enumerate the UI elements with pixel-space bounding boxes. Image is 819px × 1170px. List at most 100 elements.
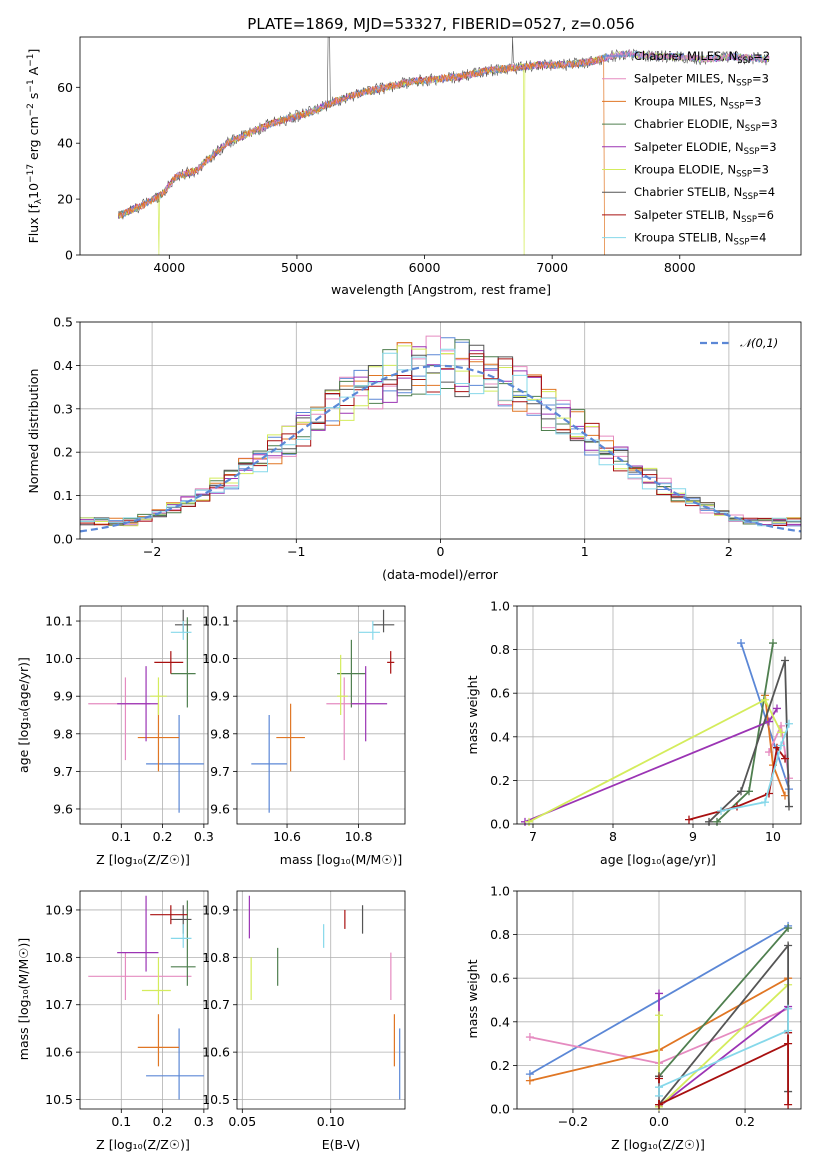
x-tick-label: 10.8: [345, 829, 373, 844]
x-tick-label: −1: [287, 544, 305, 559]
weight-marker-kroupa_elodie: [777, 728, 785, 737]
weight-marker-chabrier_elodie: [713, 817, 721, 826]
weight-marker-salpeter_stelib: [784, 1039, 793, 1048]
y-tick-label: 0.2: [490, 773, 510, 788]
legend-label-chabrier_stelib: Chabrier STELIB, NSSP=4: [634, 185, 775, 202]
axes-frame: [79, 321, 802, 540]
weight-marker-salpeter_stelib: [655, 1074, 663, 1083]
weight-marker-salpeter_elodie: [655, 989, 663, 998]
y-tick-label: 10.1: [202, 614, 230, 629]
axes-frame: [516, 605, 802, 825]
y-tick-label: 10.9: [45, 902, 73, 917]
wZ-xlabel: Z [log₁₀(Z/Z☉)]: [611, 1137, 705, 1152]
weight-marker-chabrier_miles: [737, 639, 745, 648]
weight-marker-chabrier_stelib: [781, 656, 789, 665]
axes-frame: [79, 605, 209, 825]
y-tick-label: 9.7: [53, 764, 73, 779]
y-tick-label: 10.6: [45, 1045, 73, 1060]
weight-marker-kroupa_stelib: [784, 1026, 793, 1035]
y-tick-label: 10.5: [202, 1092, 230, 1107]
y-tick-label: 10.7: [202, 997, 230, 1012]
x-tick-label: 6000: [409, 260, 441, 275]
y-tick-label: 10.7: [45, 997, 73, 1012]
weight-marker-salpeter_stelib: [685, 815, 693, 824]
hist-ylabel: Normed distribution: [26, 369, 41, 494]
x-tick-label: 0.10: [317, 1114, 345, 1129]
wAge-xlabel: age [log₁₀(age/yr)]: [600, 852, 716, 867]
x-tick-label: 0.0: [649, 1114, 669, 1129]
y-tick-label: 10.0: [45, 651, 73, 666]
spectrum-ylabel: Flux [fλ10−17 erg cm−2 s−1 A−1]: [26, 49, 44, 244]
x-tick-label: 0: [437, 544, 445, 559]
y-tick-label: 10.0: [202, 651, 230, 666]
gaussian-reference-curve: [80, 364, 801, 533]
axes-frame: [516, 890, 802, 1110]
y-tick-label: 1.0: [490, 599, 510, 614]
weight-line-chabrier_stelib: [658, 942, 789, 1108]
weight-marker-kroupa_stelib: [655, 1083, 663, 1092]
x-tick-label: 7000: [536, 260, 568, 275]
spectrum-line-kroupa_miles: [117, 55, 605, 255]
weight-marker-chabrier_elodie: [784, 924, 793, 933]
y-tick-label: 9.6: [53, 801, 73, 816]
x-tick-label: 0.3: [194, 1114, 214, 1129]
weight-line-chabrier_miles: [740, 642, 790, 790]
y-tick-label: 9.8: [53, 726, 73, 741]
y-tick-label: 10.8: [45, 950, 73, 965]
weight-marker-kroupa_miles: [781, 791, 789, 800]
spectrum-line-salpeter_miles: [118, 48, 770, 219]
y-tick-label: 40: [57, 136, 73, 151]
y-tick-label: 60: [57, 80, 73, 95]
weight-marker-kroupa_elodie: [655, 1011, 663, 1020]
y-tick-label: 1.0: [490, 884, 510, 899]
y-tick-label: 0.1: [53, 488, 73, 503]
spectrum-panel: wavelength [Angstrom, rest frame] Flux […: [26, 36, 802, 297]
weight-marker-chabrier_stelib: [737, 787, 745, 796]
x-tick-label: 0.2: [153, 829, 173, 844]
weight-marker-salpeter_elodie: [765, 717, 773, 726]
wAge-ylabel: mass weight: [465, 675, 480, 754]
weight-line-kroupa_stelib: [658, 1008, 789, 1096]
weight-marker-kroupa_elodie: [761, 695, 769, 704]
weight-marker-salpeter_stelib: [784, 1100, 793, 1109]
y-tick-label: 0.0: [490, 1102, 510, 1117]
weight-marker-kroupa_stelib: [717, 806, 725, 815]
axes-frame: [79, 36, 802, 256]
y-tick-label: 0.8: [490, 927, 510, 942]
massZ-xlabel: Z [log₁₀(Z/Z☉)]: [96, 1137, 190, 1152]
weight-marker-kroupa_stelib: [784, 1004, 793, 1013]
y-tick-label: 0.2: [53, 445, 73, 460]
x-tick-label: 10.6: [273, 829, 301, 844]
weight-marker-kroupa_elodie: [525, 817, 533, 826]
y-tick-label: 9.9: [210, 689, 230, 704]
legend-label-salpeter_stelib: Salpeter STELIB, NSSP=6: [634, 208, 774, 225]
weight-marker-chabrier_stelib: [785, 802, 793, 811]
weight-marker-salpeter_miles: [525, 1033, 534, 1042]
y-tick-label: 0.4: [53, 358, 73, 373]
y-tick-label: 10.9: [202, 902, 230, 917]
x-tick-label: 8000: [664, 260, 696, 275]
y-tick-label: 9.9: [53, 689, 73, 704]
y-tick-label: 20: [57, 192, 73, 207]
mass-vs-ebv-panel: E(B-V) 0.05 0.10 10.5 10.6 10.7 10.8 10.9: [202, 890, 406, 1152]
y-tick-label: 0.0: [53, 532, 73, 547]
y-tick-label: 0.0: [490, 817, 510, 832]
y-tick-label: 0: [65, 248, 73, 263]
x-tick-label: 7: [529, 829, 537, 844]
y-tick-label: 0.4: [490, 729, 510, 744]
x-tick-label: 0.1: [111, 1114, 131, 1129]
legend-label-chabrier_miles: Chabrier MILES, NSSP=2: [634, 49, 770, 66]
weight-marker-salpeter_stelib: [781, 754, 789, 763]
y-tick-label: 0.5: [53, 315, 73, 330]
x-tick-label: 10: [765, 829, 781, 844]
x-tick-label: 4000: [153, 260, 185, 275]
weight-marker-chabrier_elodie: [769, 639, 777, 648]
x-tick-label: 0.05: [228, 1114, 256, 1129]
y-tick-label: 0.3: [53, 401, 73, 416]
y-tick-label: 9.7: [210, 764, 230, 779]
mass-vs-metallicity-panel: Z [log₁₀(Z/Z☉)] mass [log₁₀(M/M☉)] 0.1 0.…: [16, 890, 214, 1152]
y-tick-label: 0.4: [490, 1014, 510, 1029]
weight-marker-chabrier_stelib: [705, 817, 713, 826]
ageM-xlabel: mass [log₁₀(M/M☉)]: [280, 852, 402, 867]
weight-line-chabrier_stelib: [708, 660, 790, 823]
